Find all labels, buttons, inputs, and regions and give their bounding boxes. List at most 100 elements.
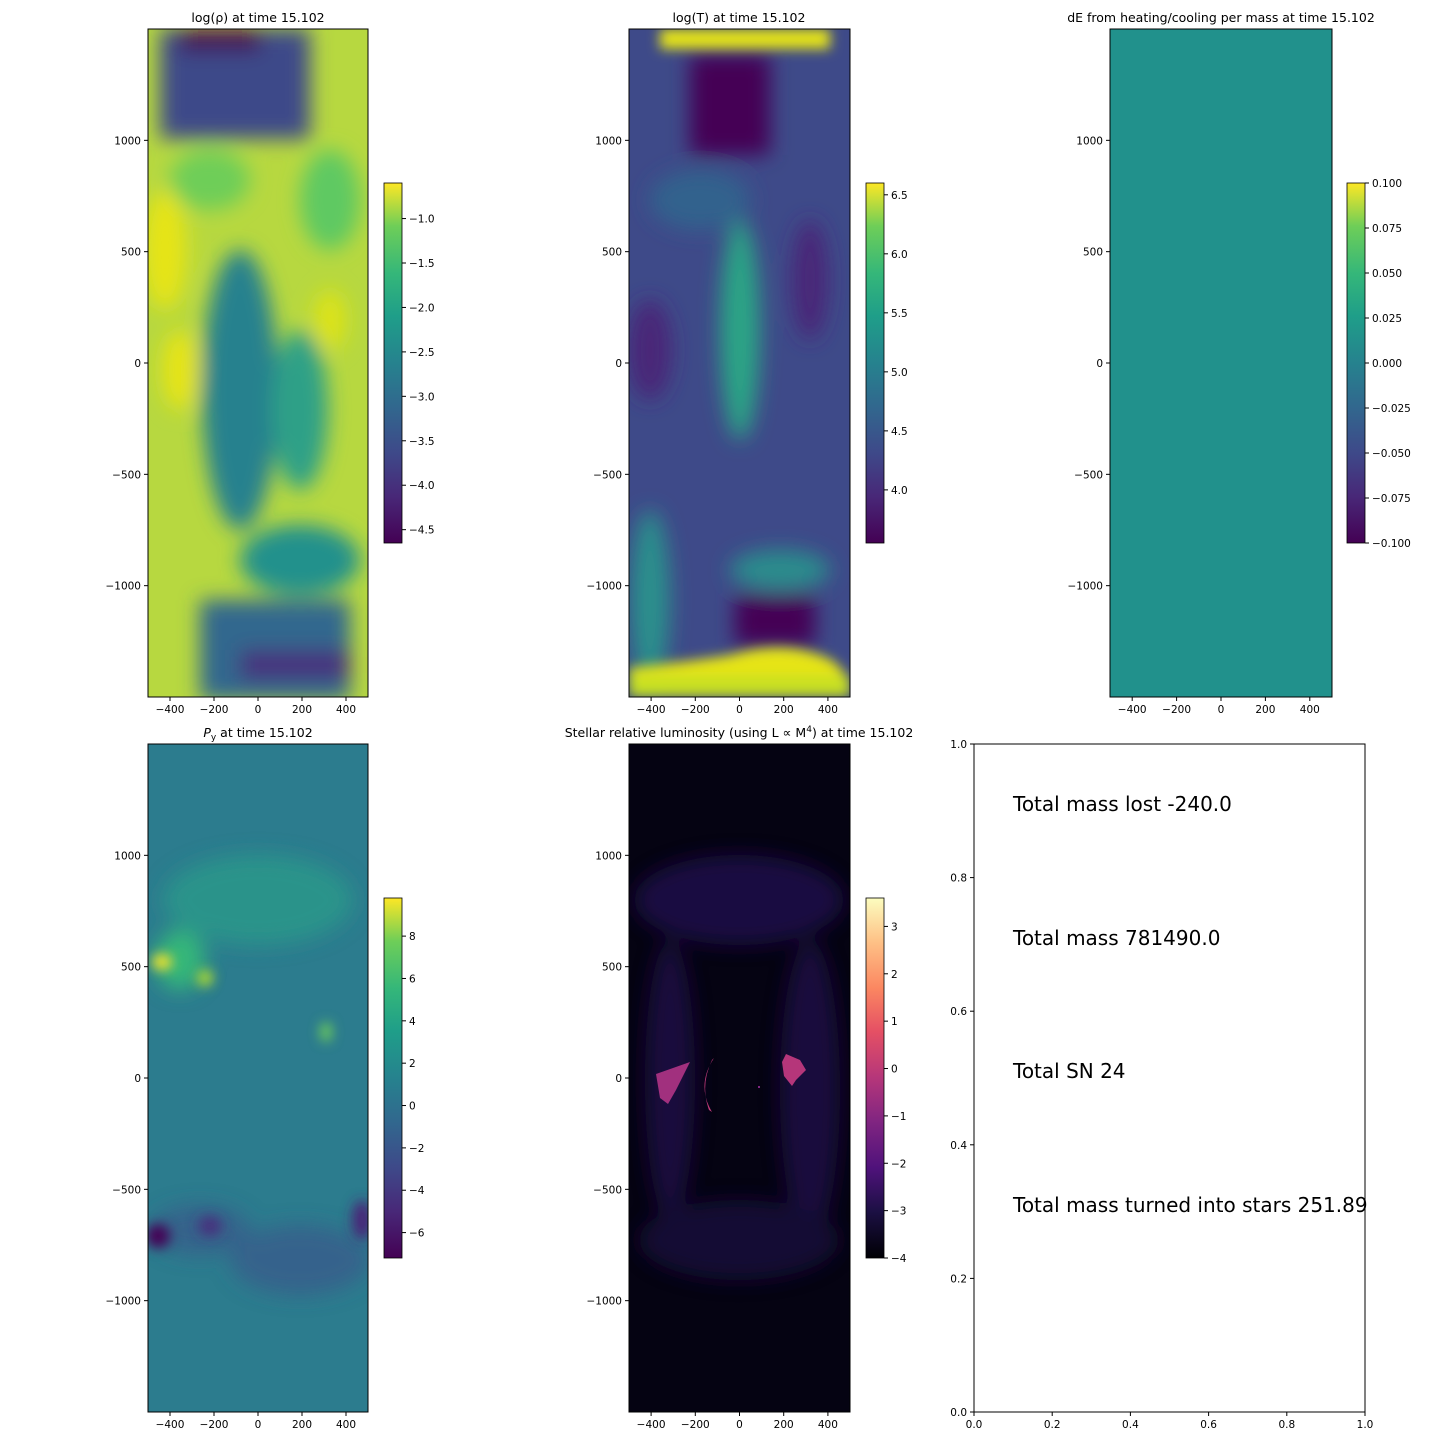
y-tick-label: 0.8 <box>950 873 967 885</box>
colorbar-tick-label: 6.0 <box>891 249 908 261</box>
x-tick-label: −200 <box>200 704 229 716</box>
star-regions <box>656 1054 806 1112</box>
colorbar-ticks: 0.100 0.075 0.050 0.025 0.000 −0.025 −0.050 −0.… <box>1365 178 1411 550</box>
y-tick-label: −500 <box>112 1184 141 1196</box>
stat-total-sn: Total SN 24 <box>1012 1059 1126 1083</box>
y-tick-label: 500 <box>602 962 622 974</box>
x-tick-label: 0.2 <box>1044 1419 1061 1431</box>
colorbar-tick-label: −0.100 <box>1372 538 1411 550</box>
heatmap-de <box>1109 28 1333 698</box>
colorbar-tick-label: 2 <box>891 969 898 981</box>
x-tick-label: 200 <box>774 704 794 716</box>
y-tick-label: 1.0 <box>950 739 967 751</box>
y-tick-label: 500 <box>121 247 141 259</box>
colorbar-tick-label: 0.100 <box>1372 178 1402 190</box>
colorbar-tick-label: −3.0 <box>409 391 435 403</box>
x-tick-label: 0 <box>255 1419 262 1431</box>
panel-luminosity: Stellar relative luminosity (using L ∝ M… <box>565 725 914 1431</box>
colorbar-tick-label: 0.075 <box>1372 223 1402 235</box>
x-tick-label: 0 <box>736 1419 743 1431</box>
y-tick-label: 1000 <box>114 850 141 862</box>
axis-ticks: −400 −200 0 200 400 1000 500 0 −500 −1000 <box>105 135 356 716</box>
colorbar-tick-label: 8 <box>409 931 416 943</box>
colorbar-tick-label: 5.5 <box>891 308 908 320</box>
x-tick-label: −400 <box>156 704 185 716</box>
colorbar-tick-label: 0 <box>891 1064 898 1076</box>
colorbar-luminosity <box>865 897 885 1259</box>
axis-ticks: −400 −200 0 200 400 1000 500 0 −500 −1000 <box>586 135 837 716</box>
colorbar-tick-label: −2.0 <box>409 302 435 314</box>
y-tick-label: 0.0 <box>950 1407 967 1419</box>
axis-ticks: −400 −200 0 200 400 1000 500 0 −500 −1000 <box>1067 135 1319 716</box>
colorbar-log-rho <box>383 182 403 544</box>
y-tick-label: 500 <box>1083 247 1103 259</box>
colorbar-tick-label: 0.000 <box>1372 358 1402 370</box>
colorbar-ticks: 8 6 4 2 0 −2 −4 −6 <box>402 931 425 1240</box>
heatmap-py <box>148 744 368 1412</box>
colorbar-tick-label: 0.025 <box>1372 313 1402 325</box>
x-tick-label: 0.4 <box>1122 1419 1139 1431</box>
x-tick-label: 0 <box>1218 704 1225 716</box>
heatmap-luminosity <box>629 744 850 1412</box>
heatmap-log-rho <box>148 29 368 697</box>
x-tick-label: −200 <box>200 1419 229 1431</box>
y-tick-label: 500 <box>121 962 141 974</box>
stat-total-mass: Total mass 781490.0 <box>1012 926 1220 950</box>
colorbar-tick-label: −1.0 <box>409 214 435 226</box>
stat-mass-into-stars: Total mass turned into stars 251.89 <box>1012 1193 1368 1217</box>
x-tick-label: 0.0 <box>966 1419 983 1431</box>
x-tick-label: 400 <box>336 704 356 716</box>
x-tick-label: 400 <box>1300 704 1320 716</box>
panel-de: dE from heating/cooling per mass at time… <box>1067 10 1411 716</box>
axis-ticks: −400 −200 0 200 400 1000 500 0 −500 −1000 <box>105 850 356 1431</box>
x-tick-label: −400 <box>637 704 666 716</box>
colorbar-tick-label: 4.5 <box>891 426 908 438</box>
colorbar-tick-label: −0.050 <box>1372 448 1411 460</box>
colorbar-tick-label: −0.025 <box>1372 403 1411 415</box>
y-tick-label: −1000 <box>105 581 141 593</box>
x-tick-label: 0.6 <box>1200 1419 1217 1431</box>
panel-log-rho: log(ρ) at time 15.102 −1.0 −1.5 −2.0 −2.5 −3… <box>105 10 434 716</box>
y-tick-label: 500 <box>602 247 622 259</box>
x-tick-label: 0.8 <box>1278 1419 1295 1431</box>
panel-py: Py at time 15.102 8 6 4 2 0 −2 −4 −6 −400 −200 0 2… <box>105 725 424 1431</box>
y-tick-label: 1000 <box>595 135 622 147</box>
colorbar-tick-label: −2.5 <box>409 347 435 359</box>
colorbar-tick-label: −3 <box>891 1206 906 1218</box>
colorbar-tick-label: −6 <box>409 1228 425 1240</box>
colorbar-tick-label: −3.5 <box>409 436 435 448</box>
colorbar-ticks: −1.0 −1.5 −2.0 −2.5 −3.0 −3.5 −4.0 −4.5 <box>402 214 435 537</box>
y-tick-label: −1000 <box>105 1296 141 1308</box>
colorbar-de <box>1346 182 1366 544</box>
y-tick-label: −1000 <box>586 1296 622 1308</box>
y-tick-label: 0.4 <box>950 1140 967 1152</box>
axis-ticks: −400 −200 0 200 400 1000 500 0 −500 −1000 <box>586 850 837 1431</box>
y-tick-label: 0 <box>134 358 141 370</box>
y-tick-label: −500 <box>112 469 141 481</box>
x-tick-label: 400 <box>336 1419 356 1431</box>
x-tick-label: −200 <box>681 704 710 716</box>
x-tick-label: 0 <box>255 704 262 716</box>
colorbar-py <box>383 897 403 1259</box>
colorbar-tick-label: −2 <box>891 1158 906 1170</box>
y-tick-label: 0 <box>1096 358 1103 370</box>
heatmap-log-t <box>629 29 850 697</box>
colorbar-tick-label: −4.0 <box>409 480 435 492</box>
colorbar-tick-label: −1.5 <box>409 258 435 270</box>
colorbar-tick-label: 0 <box>409 1101 416 1113</box>
colorbar-tick-label: −2 <box>409 1143 424 1155</box>
panel-summary: 0.0 0.2 0.4 0.6 0.8 1.0 1.0 0.8 0.6 0.4 0.2 0.0 Tot… <box>950 739 1373 1431</box>
colorbar-ticks: 3 2 1 0 −1 −2 −3 −4 <box>884 921 907 1265</box>
y-tick-label: −500 <box>593 1184 622 1196</box>
colorbar-tick-label: −0.075 <box>1372 493 1411 505</box>
x-tick-label: −400 <box>637 1419 666 1431</box>
colorbar-tick-label: 4.0 <box>891 485 908 497</box>
colorbar-tick-label: 4 <box>409 1016 416 1028</box>
summary-axes <box>973 743 1366 1413</box>
colorbar-tick-label: −4.5 <box>409 525 435 537</box>
colorbar-ticks: 6.5 6.0 5.5 5.0 4.5 4.0 <box>884 190 908 497</box>
panel-log-t: log(T) at time 15.102 6.5 6.0 5.5 5.0 4.5 4.0 <box>586 10 907 716</box>
y-tick-label: 1000 <box>595 850 622 862</box>
colorbar-tick-label: −4 <box>409 1185 425 1197</box>
panel-title: Py at time 15.102 <box>203 725 312 743</box>
